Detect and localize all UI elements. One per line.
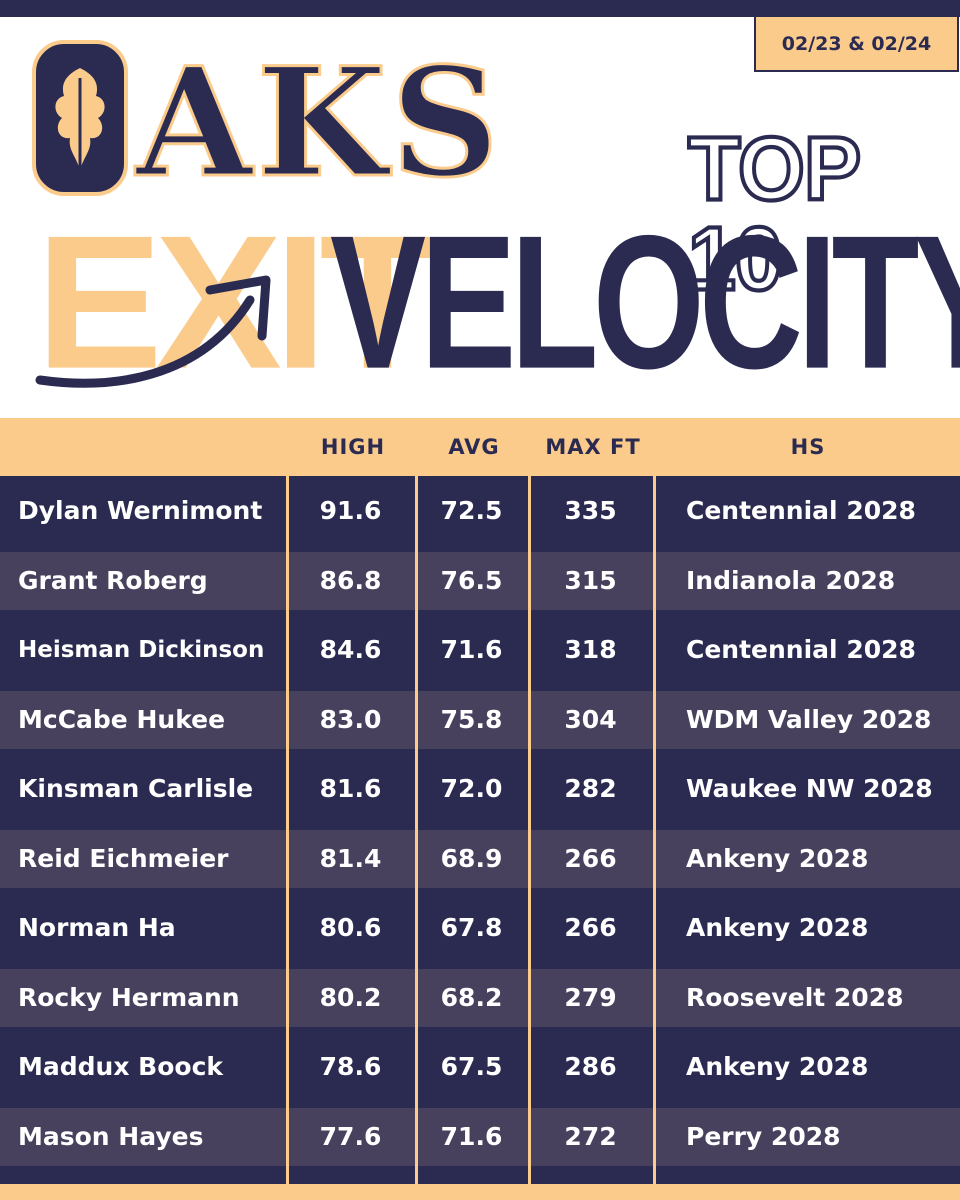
cell-hs: Indianola 2028 [686, 566, 896, 595]
cell-name: McCabe Hukee [18, 705, 226, 734]
cell-name: Dylan Wernimont [18, 496, 263, 526]
cell-max-ft: 315 [564, 566, 617, 595]
cell-max-ft: 318 [564, 635, 617, 665]
table-row: Rocky Hermann 80.2 68.2 279 Roosevelt 2028 [0, 968, 960, 1027]
header-max-ft: MAX FT [545, 435, 641, 459]
column-divider [286, 476, 289, 1184]
cell-name: Reid Eichmeier [18, 844, 229, 873]
cell-avg: 75.8 [440, 705, 503, 734]
cell-high: 81.4 [319, 844, 382, 873]
cell-max-ft: 266 [564, 913, 617, 943]
cell-hs: Waukee NW 2028 [686, 774, 933, 804]
cell-high: 84.6 [319, 635, 382, 665]
table-row: McCabe Hukee 83.0 75.8 304 WDM Valley 2028 [0, 690, 960, 749]
cell-hs: Perry 2028 [686, 1122, 841, 1151]
table-row: Dylan Wernimont 91.6 72.5 335 Centennial 202… [0, 476, 960, 546]
cell-hs: Ankeny 2028 [686, 844, 869, 873]
header-high: HIGH [320, 435, 386, 459]
cell-name: Heisman Dickinson [18, 636, 265, 663]
table-row: Kinsman Carlisle 81.6 72.0 282 Waukee NW 202… [0, 754, 960, 824]
column-divider [528, 476, 531, 1184]
cell-max-ft: 282 [564, 774, 617, 804]
cell-hs: Ankeny 2028 [686, 913, 869, 943]
cell-high: 83.0 [319, 705, 382, 734]
table-row: Norman Ha 80.6 67.8 266 Ankeny 2028 [0, 893, 960, 963]
cell-name: Norman Ha [18, 913, 176, 943]
cell-name: Grant Roberg [18, 566, 208, 595]
cell-name: Mason Hayes [18, 1122, 204, 1151]
table-row: Maddux Boock 78.6 67.5 286 Ankeny 2028 [0, 1032, 960, 1102]
cell-high: 78.6 [319, 1052, 382, 1082]
table-row: Heisman Dickinson 84.6 71.6 318 Centennial 2… [0, 615, 960, 685]
table-row: Grant Roberg 86.8 76.5 315 Indianola 2028 [0, 551, 960, 610]
table-row: Reid Eichmeier 81.4 68.9 266 Ankeny 2028 [0, 829, 960, 888]
cell-avg: 72.0 [440, 774, 503, 804]
cell-hs: Centennial 2028 [686, 496, 916, 526]
date-badge: 02/23 & 02/24 [754, 17, 959, 72]
cell-avg: 76.5 [440, 566, 503, 595]
cell-high: 80.2 [319, 983, 382, 1012]
cell-hs: Roosevelt 2028 [686, 983, 904, 1012]
title-top10: TOP 10 [686, 118, 862, 310]
oaks-logo: AKS [30, 28, 504, 211]
cell-max-ft: 304 [564, 705, 617, 734]
stats-table: Dylan Wernimont 91.6 72.5 335 Centennial 202… [0, 476, 960, 1184]
cell-max-ft: 266 [564, 844, 617, 873]
title-velocity: VELOCITY [330, 196, 960, 409]
cell-avg: 68.9 [440, 844, 503, 873]
cell-avg: 68.2 [440, 983, 503, 1012]
table-header: HIGH AVG MAX FT HS [0, 418, 960, 476]
cell-avg: 72.5 [440, 496, 503, 526]
header-hs: HS [790, 435, 826, 459]
cell-max-ft: 279 [564, 983, 617, 1012]
cell-max-ft: 272 [564, 1122, 617, 1151]
cell-high: 91.6 [319, 496, 382, 526]
title-exit: EXIT [36, 196, 435, 409]
cell-hs: Ankeny 2028 [686, 1052, 869, 1082]
logo-leaf-o [30, 38, 130, 198]
cell-max-ft: 286 [564, 1052, 617, 1082]
cell-avg: 67.5 [440, 1052, 503, 1082]
cell-high: 86.8 [319, 566, 382, 595]
cell-max-ft: 335 [564, 496, 617, 526]
logo-text: AKS [134, 35, 504, 211]
header-avg: AVG [448, 435, 500, 459]
cell-name: Rocky Hermann [18, 983, 240, 1012]
cell-name: Kinsman Carlisle [18, 774, 254, 804]
cell-high: 80.6 [319, 913, 382, 943]
top-bar [0, 0, 960, 17]
cell-avg: 71.6 [440, 635, 503, 665]
column-divider [415, 476, 418, 1184]
cell-name: Maddux Boock [18, 1052, 224, 1082]
cell-hs: Centennial 2028 [686, 635, 916, 665]
cell-high: 81.6 [319, 774, 382, 804]
arrow-icon [35, 275, 271, 388]
column-divider [653, 476, 656, 1184]
cell-high: 77.6 [319, 1122, 382, 1151]
bottom-bar [0, 1184, 960, 1200]
table-row: Mason Hayes 77.6 71.6 272 Perry 2028 [0, 1107, 960, 1166]
cell-hs: WDM Valley 2028 [686, 705, 932, 734]
oak-leaf-icon [32, 40, 128, 196]
cell-avg: 67.8 [440, 913, 503, 943]
cell-avg: 71.6 [440, 1122, 503, 1151]
